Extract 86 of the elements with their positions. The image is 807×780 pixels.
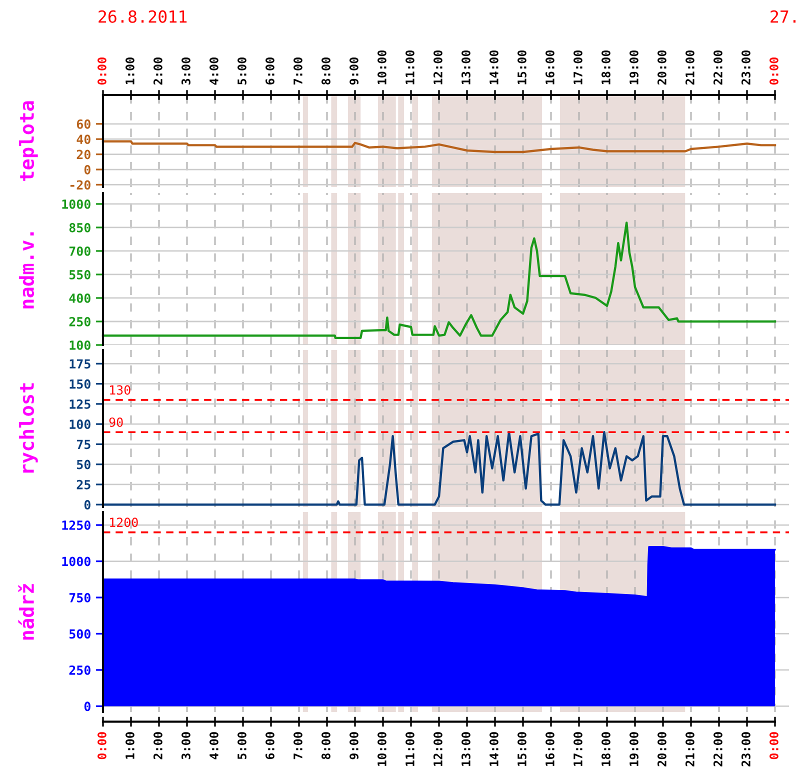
x2-tick-label: 3:00 xyxy=(181,58,190,85)
x-tick-label: 6:00 xyxy=(265,732,274,760)
x-tick-label: 11:00 xyxy=(405,732,414,766)
y-tick-label: 20 xyxy=(76,150,90,160)
x2-tick-label: 19:00 xyxy=(629,50,638,84)
x2-tick-label: 21:00 xyxy=(685,50,694,85)
x2-tick-label: 12:00 xyxy=(433,50,442,84)
y-tick-label: 40 xyxy=(76,134,90,144)
x-tick-label: 19:00 xyxy=(629,732,638,766)
x-tick-label: 16:00 xyxy=(545,732,554,766)
y-tick-label: -20 xyxy=(70,180,90,190)
y-tick-label: 60 xyxy=(76,119,90,129)
x-tick-label: 18:00 xyxy=(601,732,610,766)
x-tick-label: 14:00 xyxy=(489,732,498,766)
y-tick-label: 1000 xyxy=(62,199,90,209)
y-tick-label: 1000 xyxy=(62,556,90,566)
x2-tick-label: 22:00 xyxy=(713,50,722,85)
x2-tick-label: 16:00 xyxy=(545,50,554,84)
x-tick-label: 0:00 xyxy=(97,732,106,760)
x-tick-label: 7:00 xyxy=(293,732,302,760)
x-tick-label: 1:00 xyxy=(125,732,134,759)
x-tick-label: 3:00 xyxy=(181,732,190,760)
ref-line-label: 90 xyxy=(109,417,123,427)
text: 27. xyxy=(770,10,796,23)
y-tick-label: 100 xyxy=(70,420,90,429)
x-tick-label: 9:00 xyxy=(349,732,358,760)
y-axis-title: rychlost xyxy=(19,383,38,473)
x-tick-label: 23:00 xyxy=(741,732,750,766)
y-tick-label: 150 xyxy=(70,379,90,389)
x-tick-label: 2:00 xyxy=(153,732,162,760)
line-series xyxy=(102,222,776,340)
x2-tick-label: 4:00 xyxy=(209,58,218,85)
y-tick-label: 550 xyxy=(69,270,90,280)
y-axis-title: teplota xyxy=(19,101,38,181)
x-tick-label: 22:00 xyxy=(713,732,722,766)
x-tick-label: 20:00 xyxy=(657,732,666,766)
x2-tick-label: 2:00 xyxy=(153,58,162,85)
x-tick-label: 13:00 xyxy=(461,732,470,766)
x2-tick-label: 15:00 xyxy=(517,50,526,84)
x2-tick-label: 1:00 xyxy=(125,58,134,84)
y-tick-label: 75 xyxy=(76,440,90,450)
text: 26.8.2011 xyxy=(98,10,187,23)
x2-tick-label: 14:00 xyxy=(489,50,498,84)
x2-tick-label: 6:00 xyxy=(265,58,274,85)
x-tick-label: 17:00 xyxy=(573,732,582,766)
x-tick-label: 10:00 xyxy=(377,732,386,766)
y-tick-label: 100 xyxy=(70,340,90,350)
y-axis-title: nadm.v. xyxy=(19,232,34,308)
y-tick-label: 850 xyxy=(69,222,90,232)
x2-tick-label: 11:00 xyxy=(405,50,414,84)
x-tick-label: 21:00 xyxy=(685,732,694,766)
y-tick-label: 750 xyxy=(69,592,90,602)
x2-tick-label: 9:00 xyxy=(349,58,358,85)
x-tick-label: 15:00 xyxy=(517,732,526,766)
y-tick-label: 25 xyxy=(76,480,90,490)
ref-line-label: 130 xyxy=(110,385,130,395)
x-tick-label: 8:00 xyxy=(321,732,330,760)
x2-tick-label: 10:00 xyxy=(377,50,386,84)
ref-line-label: 1200 xyxy=(110,518,138,528)
x-tick-label: 12:00 xyxy=(433,732,442,766)
y-tick-label: 700 xyxy=(69,246,90,256)
x2-tick-label: 0:00 xyxy=(769,58,778,85)
x-tick-label: 0:00 xyxy=(769,732,778,760)
y-tick-label: 400 xyxy=(69,293,90,303)
y-tick-label: 0 xyxy=(84,164,90,174)
x-tick-label: 5:00 xyxy=(237,732,246,760)
y-tick-label: 50 xyxy=(77,460,90,470)
y-tick-label: 0 xyxy=(84,500,90,510)
y-tick-label: 250 xyxy=(69,665,90,675)
x2-tick-label: 20:00 xyxy=(657,50,666,85)
x2-tick-label: 5:00 xyxy=(237,58,246,84)
x2-tick-label: 7:00 xyxy=(293,58,302,84)
x2-tick-label: 18:00 xyxy=(601,50,610,84)
y-axis-title: nádrž xyxy=(18,584,34,640)
y-tick-label: 250 xyxy=(69,316,90,326)
x2-tick-label: 8:00 xyxy=(321,58,330,85)
y-tick-label: 175 xyxy=(70,359,90,369)
y-tick-label: 500 xyxy=(69,629,90,639)
y-tick-label: 1250 xyxy=(62,520,90,530)
y-tick-label: 125 xyxy=(70,399,90,409)
x2-tick-label: 23:00 xyxy=(741,50,750,85)
y-tick-label: 0 xyxy=(84,702,90,712)
x-tick-label: 4:00 xyxy=(209,732,218,760)
x2-tick-label: 17:00 xyxy=(573,50,582,84)
x2-tick-label: 13:00 xyxy=(461,50,470,84)
x2-tick-label: 0:00 xyxy=(97,58,106,85)
